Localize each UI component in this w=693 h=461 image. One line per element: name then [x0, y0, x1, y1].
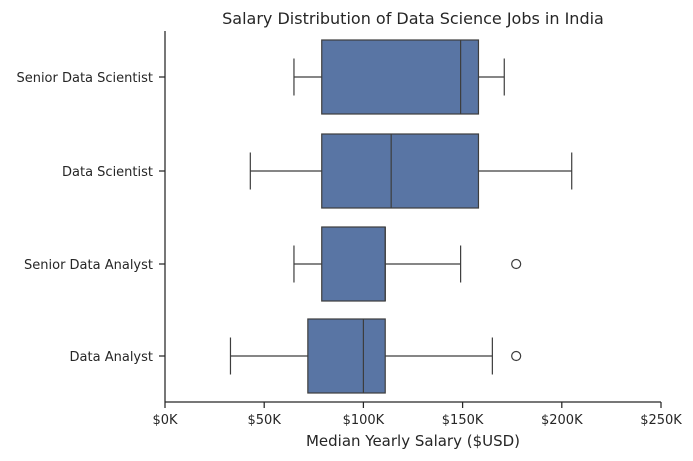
- chart-title: Salary Distribution of Data Science Jobs…: [222, 9, 604, 28]
- outlier-point: [511, 258, 522, 270]
- outlier-point: [511, 350, 522, 362]
- box-iqr: [307, 318, 386, 394]
- x-tick-label: $100K: [343, 413, 385, 428]
- x-tick-label: $150K: [442, 413, 484, 428]
- y-tick-label: Senior Data Scientist: [16, 71, 153, 86]
- x-tick-label: $50K: [248, 413, 282, 428]
- box-iqr: [321, 39, 480, 115]
- x-tick-label: $0K: [152, 413, 178, 428]
- plot-area: $0K $50K $100K $150K $200K $250K Senior Data S…: [16, 31, 682, 428]
- x-tick-label: $200K: [541, 413, 583, 428]
- box-iqr: [321, 133, 480, 209]
- box-iqr: [321, 226, 386, 302]
- y-tick-label: Data Analyst: [70, 350, 153, 365]
- x-axis-title: Median Yearly Salary ($USD): [306, 432, 520, 450]
- y-tick-label: Data Scientist: [62, 165, 153, 180]
- x-tick-label: $250K: [640, 413, 682, 428]
- y-tick-label: Senior Data Analyst: [24, 258, 153, 273]
